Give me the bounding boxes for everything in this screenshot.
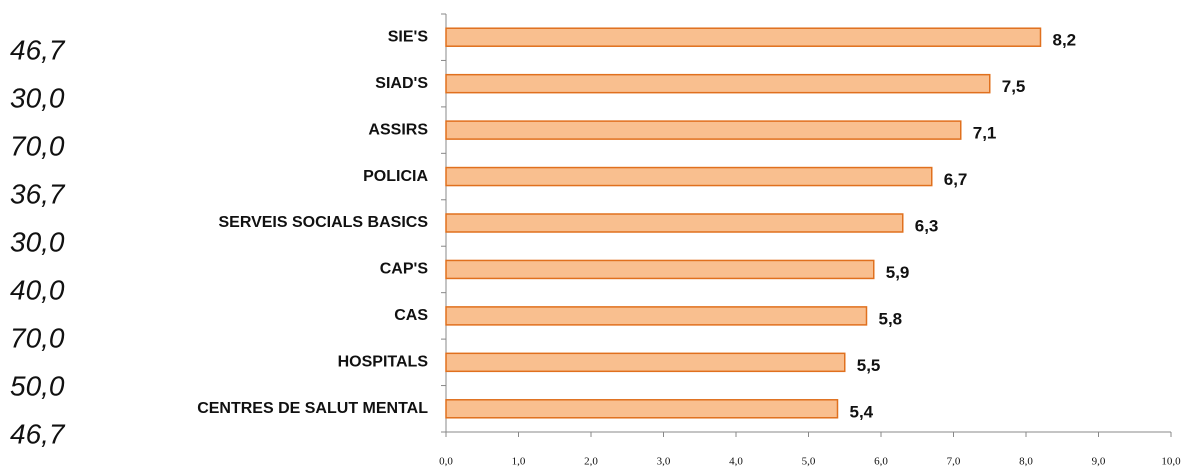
- bar: [445, 120, 962, 140]
- side-label: 30,0: [10, 82, 65, 113]
- category-label: SIAD'S: [375, 75, 428, 92]
- x-tick-label: 4,0: [729, 456, 743, 468]
- x-tick-label: 1,0: [512, 456, 526, 468]
- category-label: POLICIA: [363, 168, 428, 185]
- x-tick-label: 3,0: [657, 456, 671, 468]
- bar: [445, 259, 875, 280]
- category-label: SERVEIS SOCIALS BASICS: [218, 214, 428, 231]
- value-label: 6,7: [944, 170, 968, 189]
- category-label: CENTRES DE SALUT MENTAL: [197, 400, 428, 417]
- category-label: CAS: [394, 307, 428, 324]
- value-label: 5,5: [857, 356, 881, 375]
- x-tick-label: 7,0: [947, 456, 961, 468]
- category-label: ASSIRS: [368, 121, 428, 138]
- side-label: 50,0: [10, 370, 65, 401]
- x-tick-label: 8,0: [1019, 456, 1033, 468]
- value-label: 5,8: [879, 309, 903, 328]
- bar: [445, 27, 1042, 47]
- x-tick-label: 10,0: [1161, 456, 1181, 468]
- value-label: 7,5: [1002, 77, 1026, 96]
- side-label: 46,7: [10, 418, 66, 449]
- category-label: HOSPITALS: [338, 354, 429, 371]
- bar: [445, 213, 904, 233]
- bar: [445, 166, 933, 187]
- side-label: 30,0: [10, 226, 65, 257]
- x-tick-label: 0,0: [439, 456, 453, 468]
- x-tick-label: 5,0: [802, 456, 816, 468]
- value-label: 5,4: [850, 402, 874, 421]
- bar: [445, 399, 839, 419]
- bar: [445, 306, 868, 326]
- side-label: 40,0: [10, 274, 65, 305]
- side-label: 70,0: [10, 130, 65, 161]
- value-label: 7,1: [973, 124, 997, 143]
- side-label: 36,7: [10, 178, 66, 209]
- x-tick-label: 9,0: [1092, 456, 1106, 468]
- side-label: 46,7: [10, 34, 66, 65]
- x-tick-label: 6,0: [874, 456, 888, 468]
- category-label: SIE'S: [388, 28, 429, 45]
- category-label: CAP'S: [380, 261, 429, 278]
- side-label: 70,0: [10, 322, 65, 353]
- bar: [445, 73, 991, 94]
- x-tick-label: 2,0: [584, 456, 598, 468]
- bar: [445, 352, 846, 373]
- value-label: 6,3: [915, 216, 939, 235]
- value-label: 8,2: [1053, 31, 1077, 50]
- value-label: 5,9: [886, 263, 910, 282]
